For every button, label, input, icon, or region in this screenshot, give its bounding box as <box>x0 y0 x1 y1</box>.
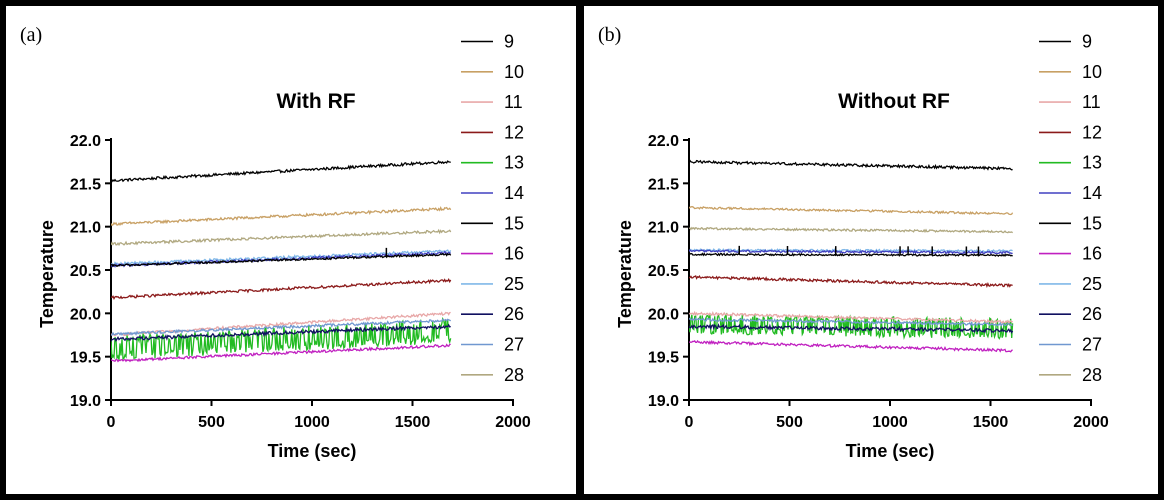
p1-x-tick-label: 2000 <box>1073 414 1109 431</box>
p0-series-line-16 <box>111 343 451 363</box>
p1-legend-label: 13 <box>1082 153 1102 173</box>
p1-series-line-10 <box>689 206 1014 216</box>
p0-legend-label: 16 <box>504 244 524 264</box>
p0-series-line-26 <box>111 323 451 343</box>
p0-y-tick-label: 21.5 <box>70 176 101 193</box>
p0-y-tick-label: 19.0 <box>70 393 101 410</box>
p1-series-line-11 <box>689 310 1013 325</box>
p1-x-tick-label: 500 <box>776 414 803 431</box>
p1-series-line-14 <box>689 249 1013 255</box>
p1-y-tick-label: 19.5 <box>648 350 679 367</box>
p1-legend-label: 27 <box>1082 335 1102 355</box>
p0-series-line-12 <box>111 278 452 301</box>
p0-series-group <box>111 160 452 363</box>
p1-series-line-26 <box>689 323 1014 334</box>
p0-x-tick-label: 0 <box>107 414 116 431</box>
p1-y-tick-label: 22.0 <box>648 133 679 150</box>
p0-chart-title: With RF <box>276 90 355 113</box>
p0-series-line-10 <box>111 206 452 227</box>
p0-y-axis-label: Temperature <box>37 220 57 328</box>
p0-legend-label: 26 <box>504 304 524 324</box>
p1-y-tick-label: 21.5 <box>648 176 679 193</box>
p1-series-line-16 <box>689 339 1013 353</box>
p0-y-tick-label: 20.0 <box>70 306 101 323</box>
p0-legend-label: 25 <box>504 274 524 294</box>
p0-legend-label: 10 <box>504 62 524 82</box>
p0-y-tick-label: 20.5 <box>70 263 101 280</box>
p0-legend-label: 27 <box>504 335 524 355</box>
p1-panel-label: (b) <box>598 24 621 46</box>
p1-x-tick-label: 1500 <box>973 414 1009 431</box>
p0-x-tick-label: 500 <box>198 414 225 431</box>
p0-series-line-13 <box>111 316 452 361</box>
p0-panel-label: (a) <box>20 24 42 46</box>
chart-panel-a: (a) With RF 19.0 19.5 20.0 20.5 21.0 21.5 22.0 0 5… <box>0 0 582 500</box>
p0-legend-label: 15 <box>504 213 524 233</box>
p1-y-axis-label: Temperature <box>615 220 635 328</box>
p1-legend-label: 15 <box>1082 213 1102 233</box>
p0-legend-label: 13 <box>504 153 524 173</box>
p1-series-group <box>689 159 1014 353</box>
p1-legend-label: 11 <box>1082 92 1101 112</box>
p1-legend-label: 14 <box>1082 183 1102 203</box>
p0-series-line-15 <box>111 252 452 268</box>
p0-series-line-28 <box>111 228 452 247</box>
p0-x-tick-label: 1000 <box>294 414 330 431</box>
p1-y-tick-label: 20.5 <box>648 263 679 280</box>
p0-legend-label: 12 <box>504 122 524 142</box>
p0-series-line-9 <box>111 160 451 183</box>
p1-legend-label: 26 <box>1082 304 1102 324</box>
p1-legend-label: 28 <box>1082 365 1102 385</box>
p1-legend-label: 12 <box>1082 122 1102 142</box>
p0-x-tick-label: 2000 <box>495 414 531 431</box>
p0-x-axis-label: Time (sec) <box>268 441 357 461</box>
p1-legend-label: 16 <box>1082 244 1102 264</box>
p1-x-tick-label: 0 <box>685 414 694 431</box>
p0-y-tick-label: 22.0 <box>70 133 101 150</box>
chart-svg-a: (a) With RF 19.0 19.5 20.0 20.5 21.0 21.5 22.0 0 5… <box>20 24 531 461</box>
p1-y-tick-label: 21.0 <box>648 220 679 237</box>
p0-y-tick-label: 21.0 <box>70 220 101 237</box>
p1-series-line-28 <box>689 226 1014 234</box>
p1-x-axis-label: Time (sec) <box>846 441 935 461</box>
p1-y-tick-label: 20.0 <box>648 306 679 323</box>
p1-series-line-27 <box>689 316 1013 327</box>
p1-series-line-12 <box>689 275 1013 288</box>
p1-series-line-15 <box>689 252 1013 258</box>
p0-y-tick-label: 19.5 <box>70 350 101 367</box>
chart-panel-b: (b) Without RF 19.0 19.5 20.0 20.5 21.0 21.5 22.… <box>578 0 1164 500</box>
p0-legend-label: 14 <box>504 183 524 203</box>
p1-x-tick-label: 1000 <box>872 414 908 431</box>
p0-x-tick-label: 1500 <box>395 414 431 431</box>
p0-legend-label: 11 <box>504 92 523 112</box>
p1-series-line-25 <box>689 248 1013 254</box>
chart-svg-b: (b) Without RF 19.0 19.5 20.0 20.5 21.0 21.5 22.… <box>598 24 1109 461</box>
p1-series-line-9 <box>689 159 1013 171</box>
p1-y-tick-label: 19.0 <box>648 393 679 410</box>
p1-legend-label: 9 <box>1082 32 1092 52</box>
p1-legend-label: 25 <box>1082 274 1102 294</box>
p0-legend-label: 9 <box>504 32 514 52</box>
p0-legend-label: 28 <box>504 365 524 385</box>
p1-legend-label: 10 <box>1082 62 1102 82</box>
p1-chart-title: Without RF <box>838 90 950 113</box>
p0-series-line-27 <box>111 318 452 337</box>
